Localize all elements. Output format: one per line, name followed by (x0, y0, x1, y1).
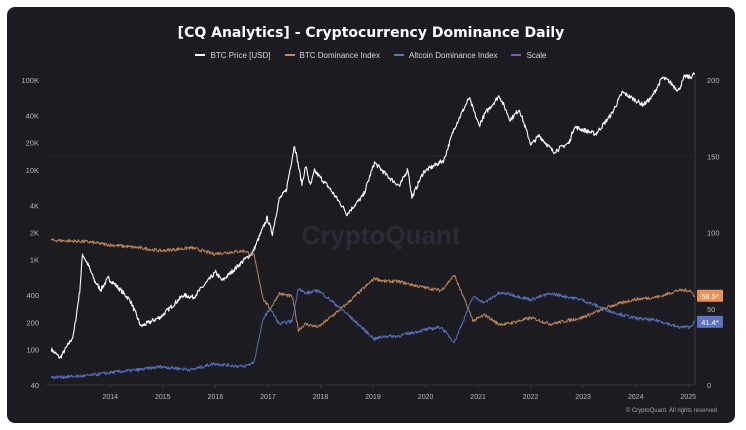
y-left-tick-label: 100K (21, 76, 39, 85)
y-right-tick-label: 150 (707, 152, 720, 161)
legend-swatch-scale (511, 54, 522, 56)
y-left-tick-label: 4K (30, 201, 39, 210)
x-tick-label: 2022 (523, 394, 539, 401)
legend-label-altcoin-dominance: Altcoin Dominance Index (408, 50, 498, 60)
y-left-tick-label: 10K (26, 166, 39, 175)
y-left-tick-label: 100 (26, 345, 39, 354)
y-left-tick-label: 20K (26, 139, 39, 148)
legend-label-scale: Scale (526, 50, 547, 60)
chart-panel: [CQ Analytics] - Cryptocurrency Dominanc… (7, 7, 735, 423)
y-left-tick-label: 2K (30, 229, 39, 238)
x-tick-label: 2018 (313, 394, 329, 401)
x-tick-label: 2023 (575, 394, 591, 401)
y-left-tick-label: 1K (30, 256, 39, 265)
y-left-tick-label: 40 (31, 381, 39, 390)
x-tick-label: 2019 (365, 394, 381, 401)
y-right-tick-label: 100 (707, 229, 720, 238)
x-tick-label: 2014 (103, 394, 119, 401)
copyright-footer: © CryptoQuant. All rights reserved (625, 408, 717, 414)
y-left-tick-label: 200 (26, 318, 39, 327)
chart-legend: BTC Price [USD] BTC Dominance Index Altc… (7, 48, 735, 62)
btc-dominance-end-label: 58.5* (701, 292, 719, 301)
x-tick-label: 2017 (260, 394, 276, 401)
y-left-tick-label: 400 (26, 291, 39, 300)
altcoin-dominance-end-label: 41.4* (701, 318, 719, 327)
x-tick-label: 2015 (155, 394, 171, 401)
legend-item-altcoin-dominance[interactable]: Altcoin Dominance Index (393, 50, 498, 60)
x-tick-label: 2024 (628, 394, 644, 401)
x-tick-label: 2025 (680, 394, 696, 401)
x-tick-label: 2020 (418, 394, 434, 401)
end-value-badge-bg (697, 289, 723, 302)
legend-label-btc-dominance: BTC Dominance Index (299, 50, 380, 60)
legend-item-btc-price[interactable]: BTC Price [USD] (195, 50, 271, 60)
legend-item-scale[interactable]: Scale (511, 50, 547, 60)
chart-plot: CryptoQuant 40 100 200 400 1K 2K 4K 10K 20K 40K 100… (21, 72, 723, 401)
btc-price-line[interactable] (50, 72, 696, 359)
y-right-tick-label: 0 (707, 381, 711, 390)
legend-item-btc-dominance[interactable]: BTC Dominance Index (284, 50, 380, 60)
btc-dominance-line[interactable] (50, 238, 696, 333)
y-right-tick-label: 50 (707, 305, 715, 314)
chart-title: [CQ Analytics] - Cryptocurrency Dominanc… (177, 25, 565, 41)
y-left-tick-label: 40K (26, 112, 39, 121)
cryptoquant-watermark: CryptoQuant (302, 220, 461, 250)
legend-swatch-altcoin-dominance (393, 54, 404, 56)
legend-swatch-btc-dominance (284, 54, 295, 56)
legend-swatch-btc-price (195, 54, 206, 56)
end-value-badge-bg (697, 315, 723, 328)
altcoin-dominance-line[interactable] (50, 287, 696, 380)
x-tick-label: 2021 (470, 394, 486, 401)
legend-label-btc-price: BTC Price [USD] (210, 50, 271, 60)
y-right-tick-label: 200 (707, 76, 720, 85)
x-tick-label: 2016 (208, 394, 224, 401)
